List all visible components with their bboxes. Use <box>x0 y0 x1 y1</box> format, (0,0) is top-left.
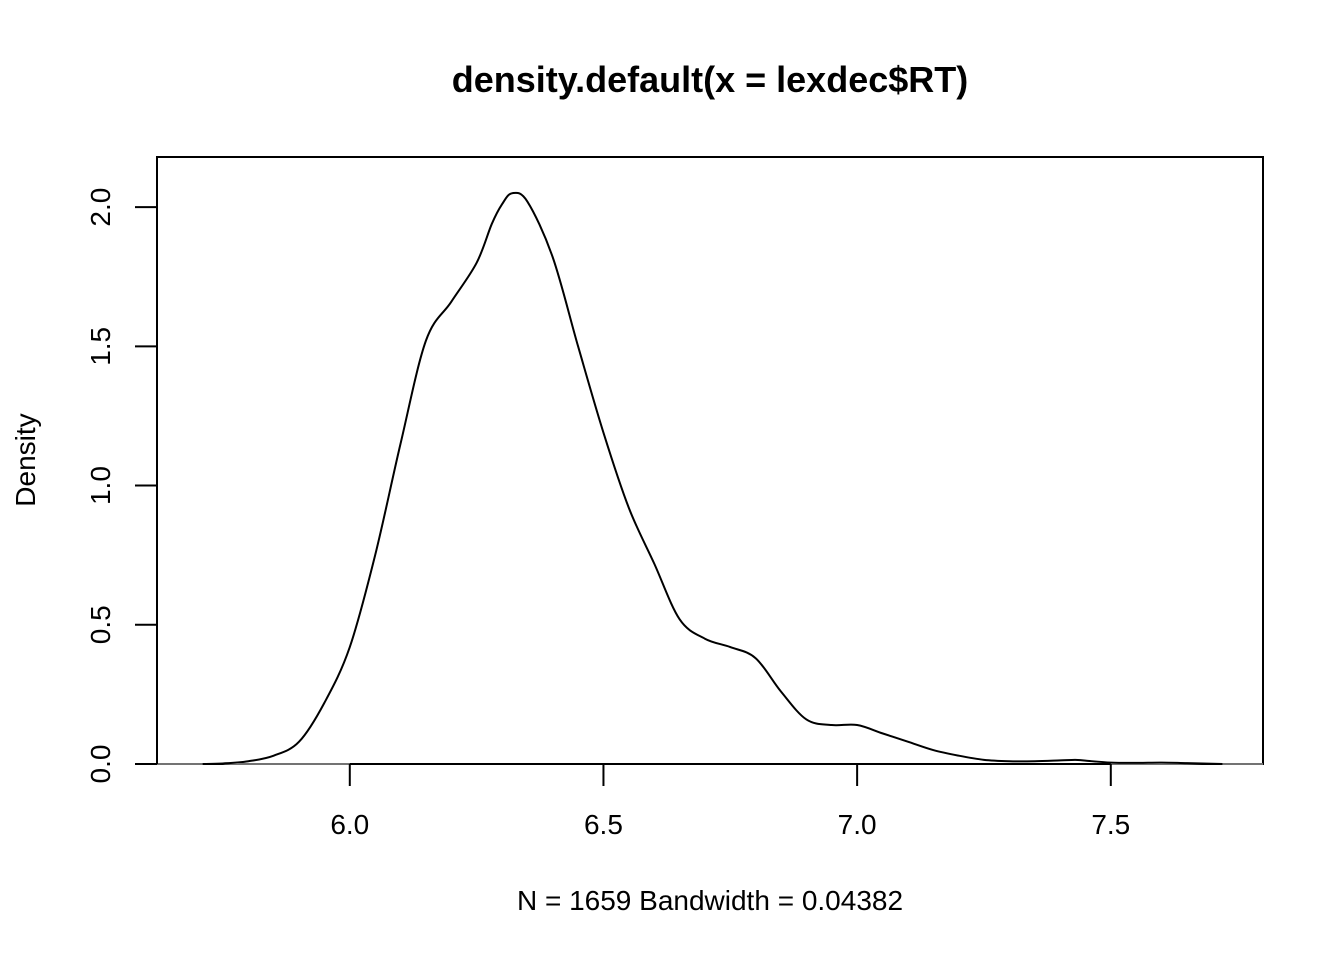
plot-box <box>156 156 1264 765</box>
x-tick-label: 7.5 <box>1091 809 1130 840</box>
y-axis-label: Density <box>10 413 41 506</box>
y-tick-label: 2.0 <box>85 188 116 227</box>
y-tick-label: 1.5 <box>85 327 116 366</box>
x-axis-label: N = 1659 Bandwidth = 0.04382 <box>517 885 903 916</box>
density-curve <box>202 191 1223 765</box>
y-axis: 0.0 0.5 1.0 1.5 2.0 <box>85 188 158 784</box>
x-axis: 6.0 6.5 7.0 7.5 <box>330 763 1130 840</box>
x-tick-label: 7.0 <box>838 809 877 840</box>
chart-title: density.default(x = lexdec$RT) <box>452 59 968 100</box>
y-tick-label: 0.5 <box>85 605 116 644</box>
y-tick-label: 1.0 <box>85 466 116 505</box>
x-tick-label: 6.0 <box>330 809 369 840</box>
x-tick-label: 6.5 <box>584 809 623 840</box>
y-tick-label: 0.0 <box>85 745 116 784</box>
